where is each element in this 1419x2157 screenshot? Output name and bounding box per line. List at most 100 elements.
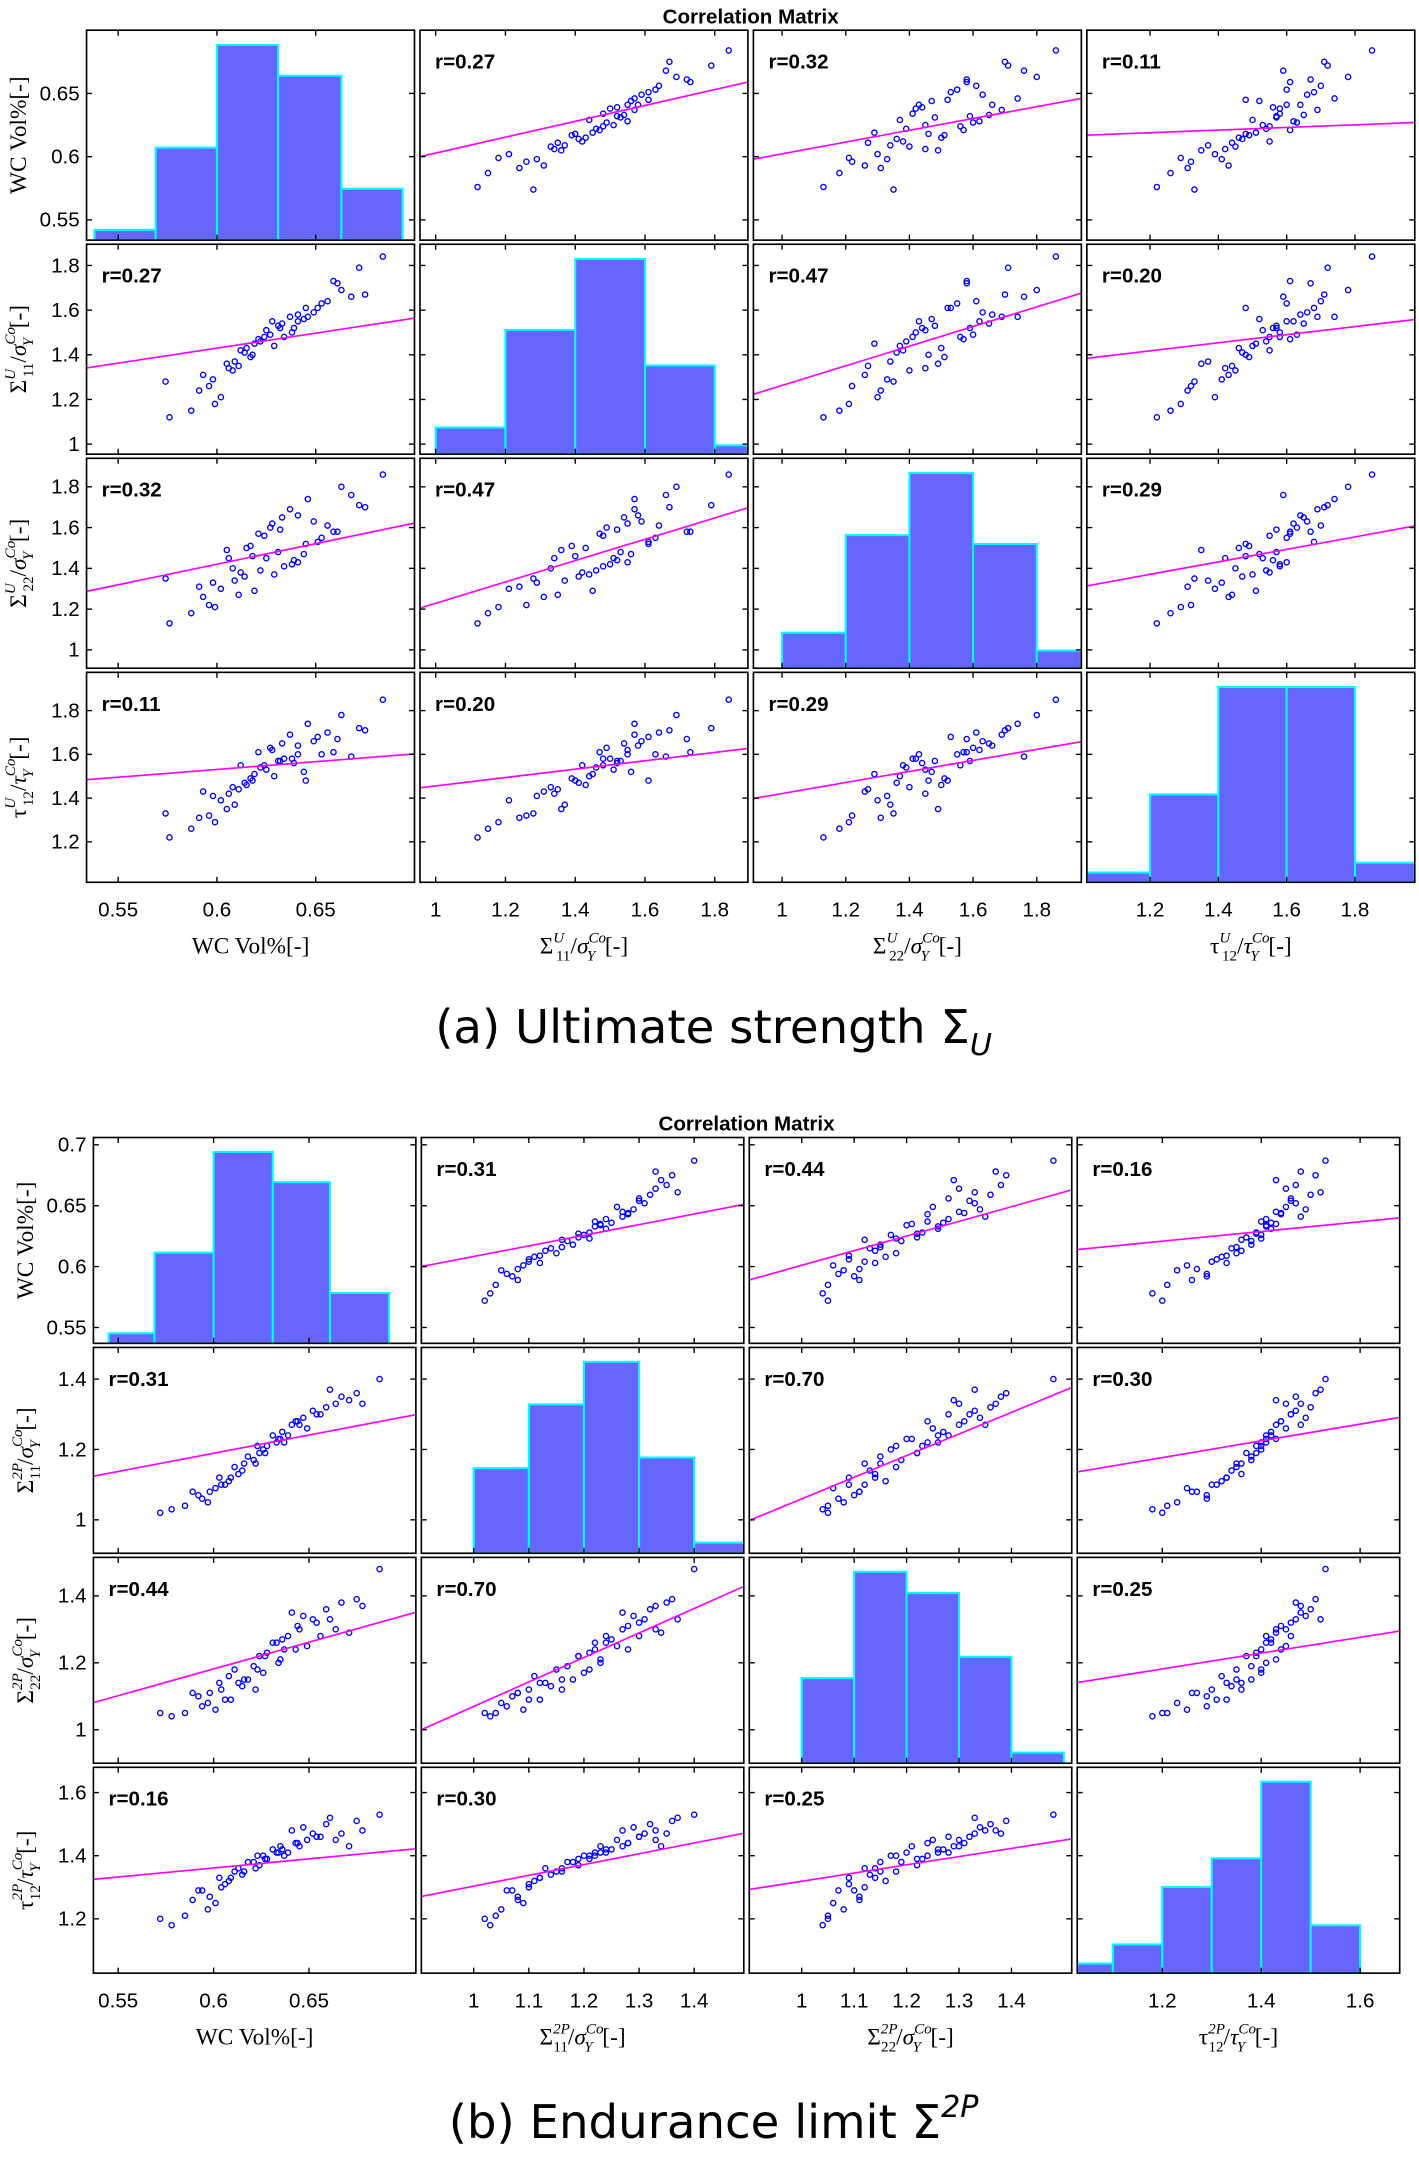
label-superscript: 2P	[10, 1463, 26, 1480]
scatter-point	[1203, 1495, 1211, 1503]
correlation-label: r=0.20	[435, 693, 495, 716]
scatter-point	[1320, 503, 1328, 511]
scatter-point	[1302, 1414, 1310, 1422]
scatter-point	[251, 587, 258, 595]
scatter-point	[221, 1481, 229, 1488]
label-symbol: Σ	[540, 2024, 554, 2050]
histogram-panel	[419, 243, 749, 456]
y-tick-label: 1.2	[58, 1908, 87, 1931]
scatter-point	[156, 1709, 164, 1717]
scatter-point	[887, 1852, 895, 1859]
scatter-point	[586, 1855, 593, 1863]
panel-content	[86, 471, 415, 627]
scatter-point	[947, 88, 955, 96]
x-tick-label: 1.4	[895, 899, 924, 922]
scatter-point	[575, 1652, 582, 1660]
y-tick-label: 0.65	[46, 1195, 86, 1218]
scatter-point	[1211, 585, 1219, 593]
scatter-point	[355, 724, 363, 732]
regression-line	[421, 1585, 744, 1731]
scatter-point	[1252, 129, 1260, 136]
label-subscript: 22	[28, 1675, 44, 1690]
regression-line	[753, 740, 1082, 800]
scatter-point	[913, 1234, 921, 1241]
histogram-bar	[1086, 871, 1152, 883]
label-denominator-superscript: Co	[3, 758, 19, 776]
label-denominator-subscript: Y	[1237, 2039, 1247, 2055]
label-denominator-subscript: Y	[587, 948, 597, 964]
x-axis-label: τ2P 12/τCo Y [-]	[1199, 2022, 1278, 2056]
label-slash: /	[6, 356, 32, 363]
scatter-point	[1282, 1425, 1290, 1432]
scatter-point	[979, 91, 986, 98]
scatter-point	[509, 1692, 516, 1700]
scatter-point	[1238, 1470, 1245, 1478]
scatter-point	[619, 1842, 626, 1850]
scatter-point	[243, 781, 250, 789]
scatter-point	[162, 378, 169, 385]
scatter-point	[240, 1460, 248, 1467]
scatter-point	[1221, 145, 1229, 153]
scatter-point	[635, 1833, 643, 1841]
scatter-point	[1020, 753, 1028, 760]
scatter-point	[1228, 362, 1236, 370]
scatter-point	[259, 1669, 267, 1677]
scatter-point	[619, 1609, 626, 1616]
scatter-point	[617, 548, 624, 556]
histogram-bar	[1309, 1924, 1362, 1974]
panel-content	[1077, 1780, 1362, 1974]
scatter-point	[937, 134, 945, 141]
regression-line	[749, 1838, 1072, 1891]
scatter-point	[1213, 1255, 1220, 1263]
scatter-point	[569, 1676, 577, 1683]
scatter-point	[903, 1221, 910, 1229]
scatter-point	[277, 1842, 284, 1850]
label-subscript: 12	[21, 791, 37, 806]
x-axis-label: ΣU 22/σCo Y [-]	[873, 931, 962, 965]
scatter-point	[585, 571, 593, 578]
label-denominator-subscript: Y	[28, 1439, 44, 1449]
scatter-point	[317, 1410, 324, 1418]
scatter-point	[589, 129, 596, 136]
scatter-point	[898, 1858, 905, 1866]
scatter-point	[568, 542, 576, 550]
scatter-point	[1238, 1236, 1245, 1244]
scatter-point	[864, 362, 872, 370]
scatter-point	[871, 1259, 879, 1267]
scatter-panel: r=0.11	[1086, 29, 1416, 241]
histogram-bar	[271, 1181, 332, 1344]
scatter-point	[1292, 1181, 1300, 1189]
histogram-bar	[1111, 1943, 1164, 1974]
scatter-point	[924, 1439, 931, 1446]
scatter-point	[845, 818, 853, 826]
x-tick-label: 1.6	[1272, 899, 1301, 922]
scatter-point	[288, 560, 296, 568]
scatter-point	[624, 558, 631, 566]
scatter-point	[254, 1666, 261, 1673]
scatter-point	[663, 1181, 670, 1189]
scatter-point	[874, 796, 881, 804]
scatter-point	[166, 620, 173, 627]
scatter-point	[1307, 76, 1314, 83]
panel-frame	[420, 1136, 745, 1345]
scatter-point	[1203, 1703, 1211, 1710]
scatter-panel: r=0.32	[85, 457, 416, 670]
histogram-bar	[340, 187, 404, 241]
scatter-point	[1248, 1453, 1255, 1460]
scatter-point	[542, 1679, 549, 1687]
scatter-point	[924, 1418, 931, 1425]
scatter-point	[1249, 116, 1256, 124]
scatter-point	[1272, 1656, 1280, 1663]
scatter-point	[690, 1565, 698, 1573]
panel-content	[1086, 253, 1415, 421]
scatter-point	[947, 304, 955, 312]
panel-content	[1086, 471, 1415, 627]
scatter-point	[1293, 119, 1301, 126]
label-denominator-superscript: Co	[10, 1429, 26, 1447]
scatter-point	[324, 522, 331, 529]
correlation-label: r=0.44	[764, 1158, 825, 1181]
scatter-point	[1235, 344, 1243, 352]
scatter-point	[969, 744, 977, 752]
scatter-point	[314, 304, 321, 312]
scatter-point	[1267, 1636, 1275, 1643]
